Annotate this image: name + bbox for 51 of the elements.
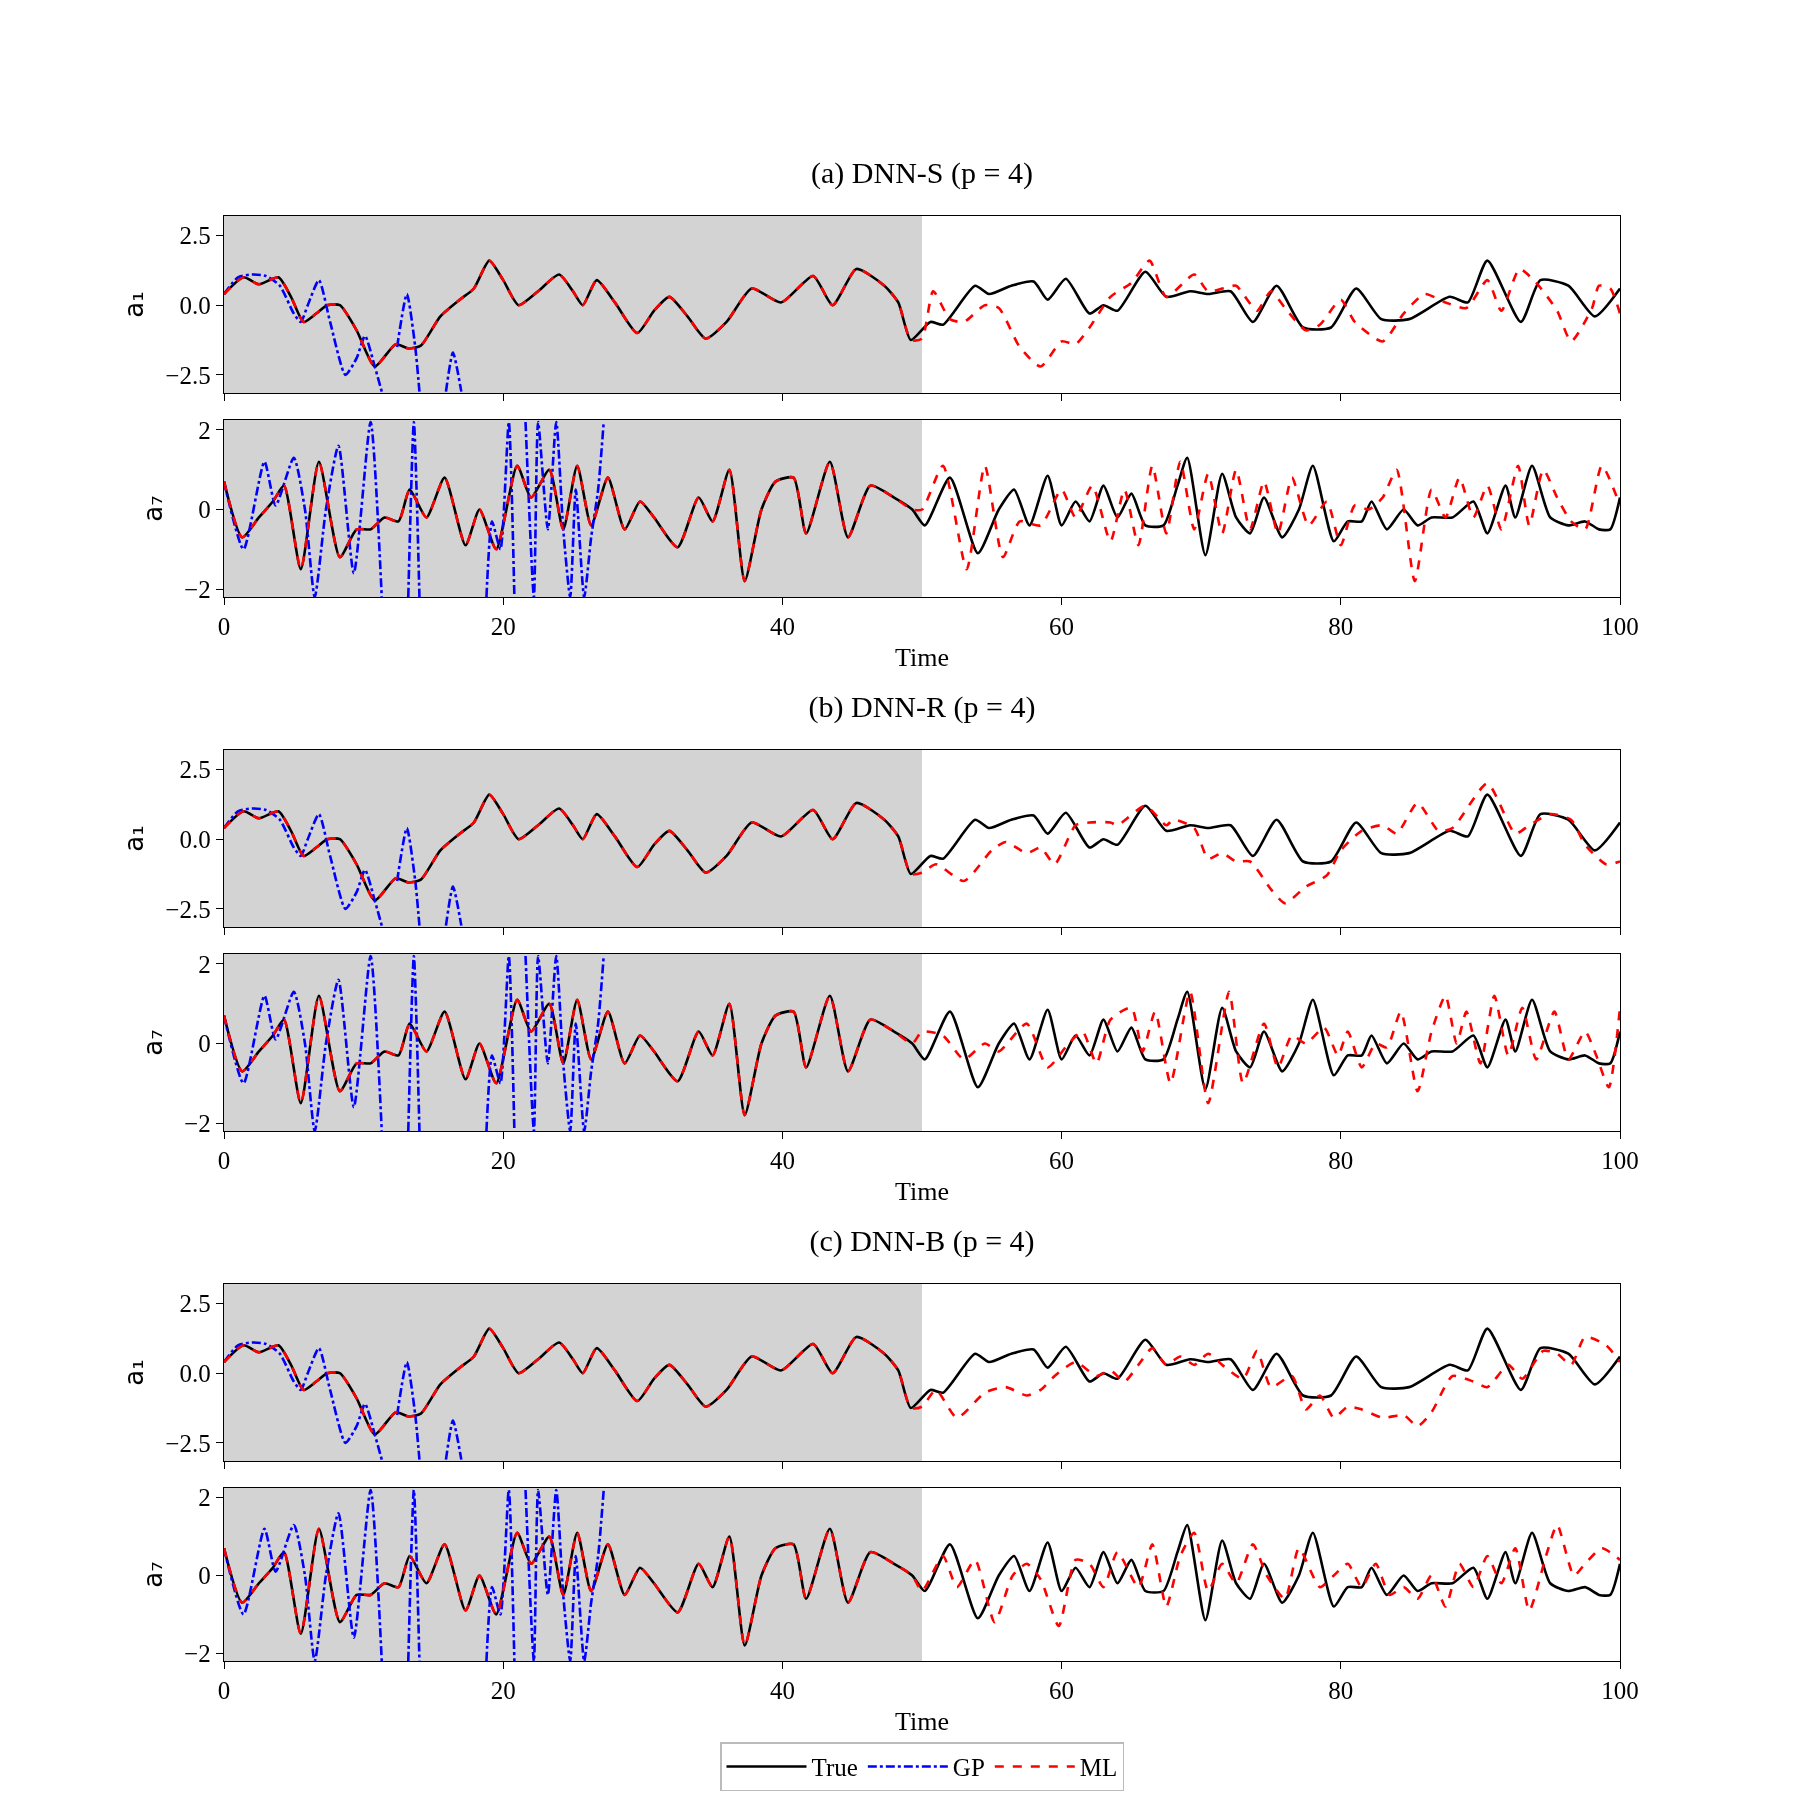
y-axis-title: a₁ — [118, 825, 149, 852]
x-tick-label: 20 — [490, 1677, 516, 1705]
y-tick-label: 2 — [198, 1484, 211, 1512]
x-tick-label: 20 — [490, 613, 516, 641]
x-tick-label: 60 — [1049, 1677, 1075, 1705]
y-tick-label: 2 — [198, 416, 211, 444]
y-tick-label: 0.0 — [179, 291, 211, 319]
x-tick-label: 40 — [769, 613, 795, 641]
y-axis-title: a₁ — [118, 1359, 149, 1386]
x-tick-label: 0 — [217, 1677, 231, 1705]
x-tick-label: 40 — [769, 1677, 795, 1705]
legend-label: True — [811, 1754, 858, 1782]
x-tick-label: 20 — [490, 1147, 516, 1175]
y-tick-label: 0.0 — [179, 1359, 211, 1387]
y-tick-label: −2.5 — [165, 1429, 211, 1457]
chart-title: (b) DNN-R (p = 4) — [808, 690, 1036, 724]
x-tick-label: 80 — [1328, 1677, 1354, 1705]
x-tick-label: 0 — [217, 613, 231, 641]
chart-title: (c) DNN-B (p = 4) — [809, 1224, 1035, 1258]
y-tick-label: 2.5 — [179, 1290, 211, 1318]
x-tick-label: 100 — [1601, 1147, 1639, 1175]
y-tick-label: −2 — [184, 1109, 211, 1137]
x-tick-label: 60 — [1049, 1147, 1075, 1175]
x-axis-title: Time — [895, 1176, 949, 1206]
y-tick-label: 0.0 — [179, 825, 211, 853]
x-tick-label: 100 — [1601, 613, 1639, 641]
y-tick-label: 0 — [198, 1562, 211, 1590]
y-tick-label: 2.5 — [179, 222, 211, 250]
y-axis-title: a₇ — [137, 495, 168, 522]
x-axis-title: Time — [895, 642, 949, 672]
y-tick-label: −2.5 — [165, 895, 211, 923]
x-tick-label: 40 — [769, 1147, 795, 1175]
y-tick-label: −2 — [184, 1639, 211, 1667]
x-tick-label: 100 — [1601, 1677, 1639, 1705]
legend-label: ML — [1079, 1754, 1118, 1782]
chart-title: (a) DNN-S (p = 4) — [811, 156, 1033, 190]
x-tick-label: 60 — [1049, 613, 1075, 641]
legend-label: GP — [952, 1754, 985, 1782]
x-tick-label: 80 — [1328, 1147, 1354, 1175]
y-tick-label: −2 — [184, 575, 211, 603]
y-tick-label: 0 — [198, 496, 211, 524]
x-tick-label: 0 — [217, 1147, 231, 1175]
y-axis-title: a₇ — [137, 1561, 168, 1588]
y-tick-label: 2 — [198, 950, 211, 978]
y-tick-label: 2.5 — [179, 756, 211, 784]
y-axis-title: a₇ — [137, 1029, 168, 1056]
x-tick-label: 80 — [1328, 613, 1354, 641]
x-axis-title: Time — [895, 1706, 949, 1736]
y-tick-label: −2.5 — [165, 361, 211, 389]
y-tick-label: 0 — [198, 1030, 211, 1058]
y-axis-title: a₁ — [118, 291, 149, 318]
